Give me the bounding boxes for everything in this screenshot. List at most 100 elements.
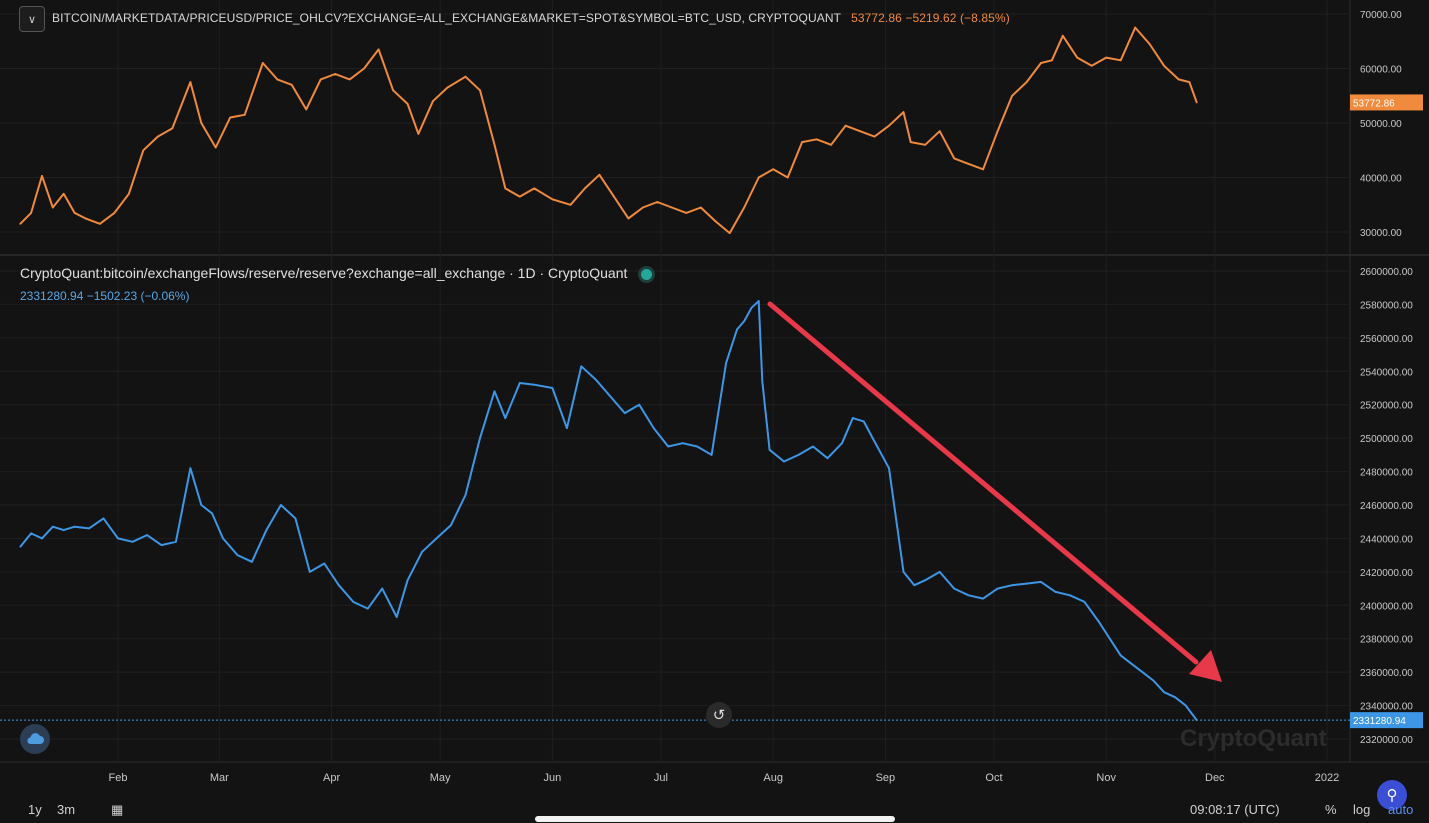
x-tick-label: May bbox=[430, 772, 451, 784]
range-1y-button[interactable]: 1y bbox=[28, 802, 42, 817]
price-point bbox=[924, 143, 927, 146]
price-point bbox=[1195, 101, 1198, 104]
y-tick-label: 2540000.00 bbox=[1360, 367, 1413, 378]
reserve-point bbox=[146, 534, 148, 536]
price-point bbox=[627, 217, 630, 220]
reserve-point bbox=[518, 382, 521, 384]
price-point bbox=[305, 108, 308, 111]
reserve-point bbox=[652, 427, 655, 430]
price-point bbox=[801, 141, 804, 143]
reserve-point bbox=[1119, 654, 1122, 657]
x-tick-label: 2022 bbox=[1315, 772, 1339, 784]
y-tick-label: 30000.00 bbox=[1360, 228, 1402, 239]
range-3m-button[interactable]: 3m bbox=[57, 802, 76, 817]
price-point bbox=[377, 48, 380, 51]
reserve-point bbox=[493, 390, 496, 393]
price-point bbox=[1188, 81, 1191, 84]
reserve-point bbox=[533, 383, 536, 386]
zoom-search-icon[interactable]: ⚲ bbox=[1377, 780, 1407, 810]
price-line bbox=[19, 26, 1198, 235]
reserve-point bbox=[479, 437, 481, 440]
price-point bbox=[1076, 56, 1079, 59]
x-tick-label: Feb bbox=[109, 772, 128, 784]
price-point bbox=[334, 73, 337, 75]
reserve-point bbox=[1130, 662, 1133, 665]
reserve-point bbox=[623, 412, 626, 414]
reserve-point bbox=[337, 584, 340, 587]
price-point bbox=[685, 212, 688, 214]
price-point bbox=[938, 130, 941, 133]
reserve-point bbox=[352, 601, 355, 603]
reserve-line bbox=[19, 300, 1198, 721]
reserve-point bbox=[251, 560, 253, 563]
price-point bbox=[743, 206, 746, 209]
price-point bbox=[670, 206, 673, 209]
price-point bbox=[1011, 94, 1013, 97]
auto-toggle[interactable]: auto bbox=[1388, 802, 1414, 817]
price-point bbox=[1148, 43, 1151, 45]
reserve-point bbox=[222, 537, 224, 540]
reserve-point bbox=[1174, 696, 1176, 699]
log-toggle[interactable]: log bbox=[1353, 802, 1371, 817]
y-tick-label: 50000.00 bbox=[1360, 119, 1402, 130]
price-point bbox=[873, 135, 876, 138]
x-tick-label: Nov bbox=[1096, 772, 1116, 784]
reserve-point bbox=[841, 442, 843, 445]
price-point bbox=[62, 192, 65, 195]
price-point bbox=[518, 195, 521, 198]
price-point bbox=[493, 143, 496, 146]
price-value: 53772.86 −5219.62 (−8.85%) bbox=[851, 11, 1010, 25]
price-point bbox=[99, 222, 101, 225]
utc-clock[interactable]: 09:08:17 (UTC) bbox=[1190, 802, 1280, 817]
reserve-point bbox=[797, 453, 800, 456]
reserve-point bbox=[551, 387, 554, 389]
reserve-point bbox=[1025, 582, 1028, 585]
reserve-title: CryptoQuant:bitcoin/exchangeFlows/reserv… bbox=[20, 265, 628, 281]
collapse-icon[interactable]: ∨ bbox=[19, 6, 45, 32]
reserve-point bbox=[710, 453, 713, 456]
price-point bbox=[830, 143, 832, 146]
reserve-point bbox=[51, 525, 54, 528]
reserve-point bbox=[1098, 621, 1100, 623]
reserve-point bbox=[102, 517, 105, 520]
percent-toggle[interactable]: % bbox=[1325, 802, 1337, 817]
date-range-icon[interactable]: ▦ bbox=[111, 802, 124, 817]
price-point bbox=[1177, 78, 1180, 81]
status-dot-icon[interactable] bbox=[641, 268, 653, 280]
price-point bbox=[363, 67, 366, 70]
price-point bbox=[786, 176, 789, 179]
price-point bbox=[1119, 59, 1122, 62]
reserve-point bbox=[725, 362, 728, 364]
price-point bbox=[551, 198, 554, 201]
reserve-point bbox=[41, 537, 43, 540]
price-point bbox=[569, 203, 572, 206]
price-point bbox=[417, 133, 420, 135]
reserve-point bbox=[761, 380, 764, 383]
y-tick-label: 2460000.00 bbox=[1360, 501, 1413, 512]
price-point bbox=[406, 103, 409, 105]
reserve-point bbox=[211, 512, 214, 515]
reserve-point bbox=[395, 616, 398, 618]
reserve-point bbox=[750, 306, 753, 309]
price-legend: BITCOIN/MARKETDATA/PRICEUSD/PRICE_OHLCV?… bbox=[52, 11, 1010, 25]
reserve-point bbox=[862, 420, 865, 423]
price-last-value-badge bbox=[1350, 94, 1423, 111]
price-point bbox=[757, 176, 760, 179]
price-point bbox=[392, 89, 395, 92]
reserve-point bbox=[450, 524, 452, 526]
reserve-point bbox=[1195, 719, 1198, 722]
reset-chart-icon[interactable]: ↺ bbox=[706, 702, 732, 728]
price-point bbox=[243, 113, 246, 116]
price-point bbox=[1163, 64, 1166, 67]
reserve-point bbox=[366, 607, 369, 610]
cloud-logo-icon[interactable] bbox=[20, 724, 50, 754]
price-point bbox=[982, 168, 985, 171]
series-lines bbox=[19, 26, 1222, 721]
series-points bbox=[19, 26, 1198, 722]
price-point bbox=[261, 62, 264, 64]
reserve-point bbox=[812, 445, 814, 448]
price-point bbox=[432, 100, 434, 103]
price-title: BITCOIN/MARKETDATA/PRICEUSD/PRICE_OHLCV?… bbox=[52, 11, 842, 25]
price-point bbox=[51, 206, 54, 209]
